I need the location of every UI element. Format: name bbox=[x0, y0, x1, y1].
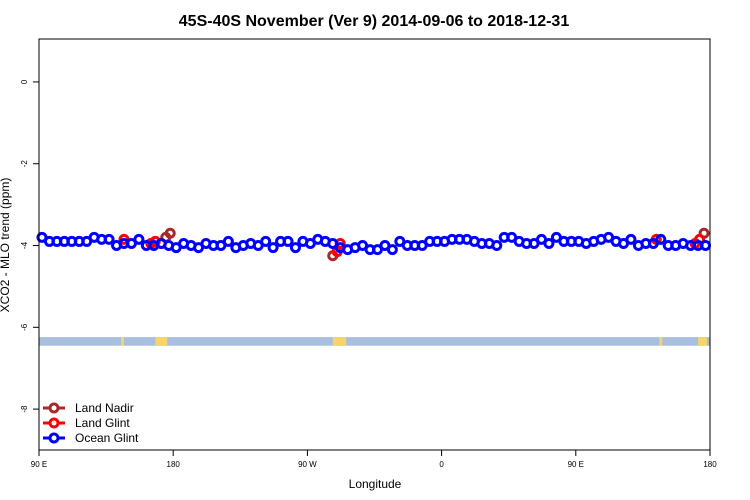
y-tick-label: -6 bbox=[20, 323, 29, 331]
point-ocean-glint bbox=[282, 235, 294, 247]
point-ocean-glint bbox=[222, 235, 234, 247]
legend-marker-land-glint bbox=[48, 417, 60, 429]
land-band-segment bbox=[659, 337, 663, 346]
data-points bbox=[36, 227, 712, 262]
point-ocean-glint bbox=[491, 240, 503, 252]
x-axis-label: Longitude bbox=[349, 477, 402, 491]
legend-marker-ocean-glint bbox=[48, 432, 60, 444]
legend-label-ocean-glint: Ocean Glint bbox=[75, 431, 139, 445]
y-tick-label: 0 bbox=[20, 79, 29, 84]
y-tick-label: -4 bbox=[20, 241, 29, 249]
x-tick-label: 0 bbox=[439, 460, 444, 469]
point-ocean-glint bbox=[543, 237, 555, 249]
land-band-segment bbox=[698, 337, 708, 346]
point-ocean-glint bbox=[700, 240, 712, 252]
land-band-segment bbox=[121, 337, 124, 346]
x-axis: 90 E 180 90 W 0 90 E 180 bbox=[31, 450, 717, 469]
land-band-segment bbox=[155, 337, 168, 346]
ocean-band bbox=[39, 337, 710, 346]
point-ocean-glint bbox=[260, 235, 272, 247]
land-band bbox=[39, 337, 710, 346]
plot-frame bbox=[38, 38, 711, 451]
point-ocean-glint bbox=[103, 233, 115, 245]
point-ocean-glint bbox=[267, 242, 279, 254]
y-tick-label: -8 bbox=[20, 405, 29, 413]
legend-label-land-glint: Land Glint bbox=[75, 416, 130, 430]
y-tick-label: -2 bbox=[20, 160, 29, 168]
legend-marker-land-nadir bbox=[48, 402, 60, 414]
x-tick-label: 180 bbox=[703, 460, 717, 469]
x-tick-label: 90 E bbox=[31, 460, 47, 469]
legend-label-land-nadir: Land Nadir bbox=[75, 401, 134, 415]
point-ocean-glint bbox=[386, 244, 398, 256]
y-axis-label: XCO2 - MLO trend (ppm) bbox=[0, 178, 12, 313]
point-land-glint bbox=[694, 233, 706, 245]
point-ocean-glint bbox=[625, 233, 637, 245]
chart-title: 45S-40S November (Ver 9) 2014-09-06 to 2… bbox=[179, 13, 570, 30]
point-ocean-glint bbox=[289, 242, 301, 254]
x-tick-label: 180 bbox=[167, 460, 181, 469]
point-ocean-glint bbox=[133, 233, 145, 245]
point-ocean-glint bbox=[655, 233, 667, 245]
x-tick-label: 90 W bbox=[298, 460, 317, 469]
land-band-segment bbox=[332, 337, 347, 346]
y-axis: 0 -2 -4 -6 -8 bbox=[20, 79, 39, 413]
point-land-nadir bbox=[164, 227, 176, 239]
x-tick-label: 90 E bbox=[568, 460, 584, 469]
